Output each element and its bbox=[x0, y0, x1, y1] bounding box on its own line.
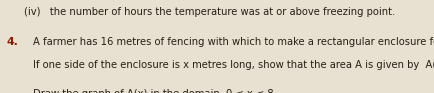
Text: 4.: 4. bbox=[7, 37, 18, 47]
Text: If one side of the enclosure is x metres long, show that the area A is given by : If one side of the enclosure is x metres… bbox=[33, 60, 434, 70]
Text: (iv)   the number of hours the temperature was at or above freezing point.: (iv) the number of hours the temperature… bbox=[24, 7, 395, 17]
Text: A farmer has 16 metres of fencing with which to make a rectangular enclosure for: A farmer has 16 metres of fencing with w… bbox=[33, 37, 434, 47]
Text: Draw the graph of A(x) in the domain  0 ≤ x ≤ 8.: Draw the graph of A(x) in the domain 0 ≤… bbox=[33, 89, 276, 93]
